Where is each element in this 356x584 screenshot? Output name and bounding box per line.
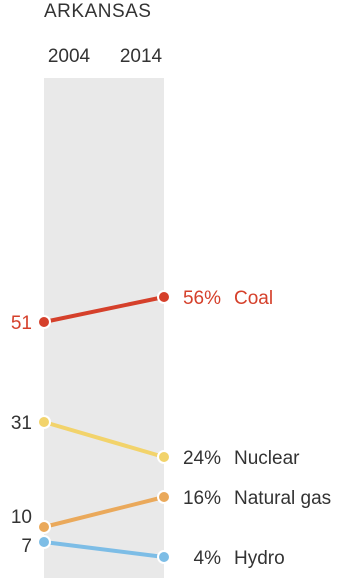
nuclear-start-label: 31 [11, 413, 32, 434]
nuclear-series-name: Nuclear [234, 448, 300, 469]
natural-gas-line [42, 495, 166, 529]
year-label-start: 2004 [48, 46, 91, 67]
hydro-series-name: Hydro [234, 548, 285, 569]
plot-band [44, 78, 164, 578]
chart-title: ARKANSAS [44, 1, 151, 22]
natural-gas-series-name: Natural gas [234, 488, 331, 509]
nuclear-end-value: 24% [183, 448, 221, 469]
hydro-start-label: 7 [21, 536, 32, 557]
hydro-point-start [37, 535, 51, 549]
coal-start-label: 51 [11, 313, 32, 334]
hydro-end-value: 4% [194, 548, 222, 569]
nuclear-line [42, 420, 166, 459]
year-label-end: 2014 [120, 46, 163, 67]
nuclear-point-start [37, 415, 51, 429]
natural-gas-point-end [157, 490, 171, 504]
hydro-point-end [157, 550, 171, 564]
nuclear-point-end [157, 450, 171, 464]
coal-point-start [37, 315, 51, 329]
natural-gas-end-value: 16% [183, 488, 221, 509]
coal-point-end [157, 290, 171, 304]
natural-gas-point-start [37, 520, 51, 534]
hydro-line [42, 540, 166, 559]
series-layer: 51 56% Coal 31 24% Nuclear 10 16% Natural gas 7 4%… [11, 288, 331, 569]
coal-series-name: Coal [234, 288, 273, 309]
coal-line [42, 295, 166, 324]
natural-gas-start-label: 10 [11, 507, 32, 528]
coal-end-value: 56% [183, 288, 221, 309]
